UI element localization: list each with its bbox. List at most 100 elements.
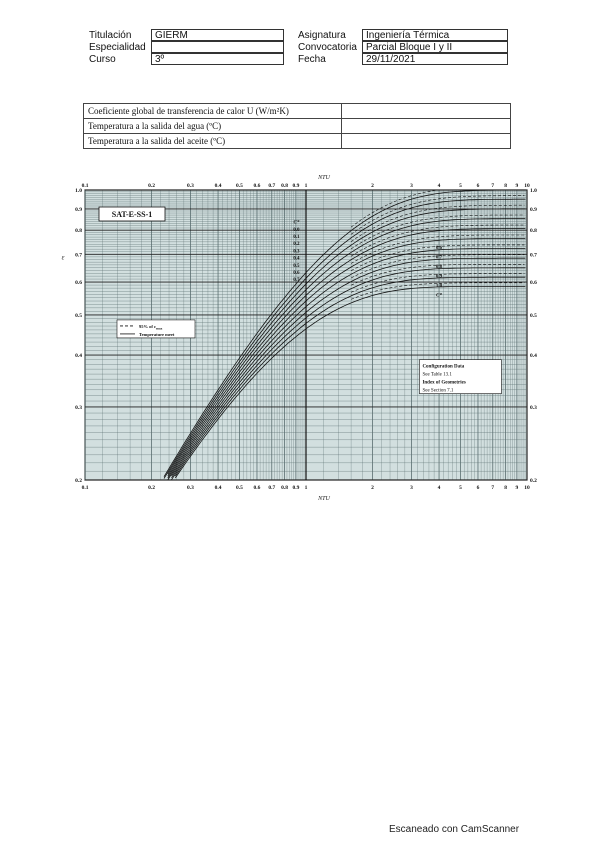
curve-label-left: C* (293, 221, 299, 226)
x-tick-label-bottom: 5 (459, 485, 462, 491)
series-dashed-0.2 (350, 204, 525, 242)
table-row: Temperatura a la salida del aceite (ºC) (83, 133, 511, 149)
y-tick-label-left: 0.9 (75, 207, 82, 213)
series-dashed-0.9 (350, 273, 525, 293)
y-tick-label-right: 0.5 (530, 313, 537, 319)
series-line-0.6 (171, 248, 526, 477)
x-tick-label-top: 0.3 (187, 183, 194, 189)
series-line-0.1 (163, 198, 526, 479)
x-axis-label-top: NTU (317, 175, 330, 181)
series-dashed-0.0 (350, 190, 436, 228)
curso-label: Curso (89, 54, 116, 65)
x-tick-label-top: 0.9 (292, 183, 299, 189)
x-tick-label-bottom: 0.4 (215, 485, 222, 491)
curve-label-left: 0.3 (293, 249, 300, 254)
y-tick-label-right: 0.4 (530, 353, 537, 359)
y-tick-label-left: 0.8 (75, 228, 82, 234)
series-dashed-0.6 (350, 244, 525, 271)
series-line-0.8 (171, 267, 526, 480)
series-dashed-0.3 (350, 214, 525, 250)
table-row: Coeficiente global de transferencia de c… (83, 103, 511, 119)
series-line-0.0 (163, 189, 526, 477)
curve-label-right: C* (436, 294, 442, 299)
fecha-label: Fecha (298, 54, 326, 65)
series-line-0.5 (167, 238, 526, 481)
legend-dashed-sub: max (156, 326, 163, 330)
y-tick-label-right: 1.0 (530, 188, 537, 194)
curve-label-right: 1.0 (436, 284, 443, 289)
answer-cell[interactable] (341, 118, 511, 134)
y-axis-label: ε (62, 253, 65, 261)
curve-label-left: 0.0 (293, 228, 300, 233)
asignatura-value: Ingeniería Térmica (362, 29, 508, 41)
curve-label-right: 0.8 (436, 265, 443, 270)
curve-label-right: 0.6 (436, 246, 443, 251)
y-tick-label-right: 0.9 (530, 207, 537, 213)
question-cell: Temperatura a la salida del agua (ºC) (83, 118, 342, 134)
x-tick-label-bottom: 10 (524, 485, 530, 491)
series-dashed-0.4 (350, 224, 525, 257)
series-line-1.0 (174, 286, 526, 479)
x-tick-label-bottom: 9 (516, 485, 519, 491)
fecha-value: 29/11/2021 (362, 53, 508, 65)
titulacion-value: GIERM (151, 29, 284, 41)
curve-label-right: 0.9 (436, 275, 443, 280)
x-tick-label-bottom: 0.6 (254, 485, 261, 491)
answer-cell[interactable] (341, 103, 511, 119)
config-info-line: See Table 13.1 (422, 373, 452, 378)
x-tick-label-top: 1 (305, 183, 308, 189)
series-line-0.3 (167, 218, 526, 477)
x-tick-label-bottom: 0.1 (82, 485, 89, 491)
curve-label-left: 0.1 (293, 235, 300, 240)
y-tick-label-right: 0.6 (530, 280, 537, 286)
config-info-line: See Section 7.1 (422, 389, 453, 394)
config-info-box (419, 359, 502, 394)
scanner-watermark: Escaneado con CamScanner (389, 824, 520, 835)
legend-dashed-label: 95% of εmax (139, 324, 163, 331)
series-line-0.7 (171, 257, 526, 479)
question-cell: Coeficiente global de transferencia de c… (83, 103, 342, 119)
y-tick-label-left: 0.5 (75, 313, 82, 319)
y-tick-label-left: 0.2 (75, 478, 82, 484)
y-tick-label-right: 0.2 (530, 478, 537, 484)
titulacion-label: Titulación (89, 30, 132, 41)
curso-value: 3º (151, 53, 284, 65)
series-line-0.9 (174, 276, 526, 477)
x-tick-label-top: 8 (504, 183, 507, 189)
curve-label-left: 0.2 (293, 242, 300, 247)
convocatoria-label: Convocatoria (298, 42, 357, 53)
y-tick-label-left: 0.3 (75, 405, 82, 411)
config-info-line: Index of Geometries (422, 381, 465, 386)
x-tick-label-bottom: 1 (305, 485, 308, 491)
question-cell: Temperatura a la salida del aceite (ºC) (83, 133, 342, 149)
x-tick-label-bottom: 0.8 (281, 485, 288, 491)
x-tick-label-top: 3 (410, 183, 413, 189)
chart-title: SAT-E-SS-1 (112, 210, 152, 219)
series-line-0.4 (167, 228, 526, 479)
answers-table: Coeficiente global de transferencia de c… (83, 103, 511, 149)
x-tick-label-top: 0.6 (254, 183, 261, 189)
curve-label-left: 0.4 (293, 257, 300, 262)
chart-title-box (98, 206, 166, 222)
y-tick-label-right: 0.7 (530, 252, 537, 258)
asignatura-label: Asignatura (298, 30, 346, 41)
x-tick-label-bottom: 0.2 (148, 485, 155, 491)
table-row: Temperatura a la salida del agua (ºC) (83, 118, 511, 134)
x-tick-label-top: 7 (491, 183, 494, 189)
y-tick-label-left: 0.7 (75, 252, 82, 258)
x-tick-label-top: 6 (477, 183, 480, 189)
especialidad-value (151, 41, 284, 53)
x-tick-label-bottom: 7 (491, 485, 494, 491)
y-tick-label-left: 1.0 (75, 188, 82, 194)
especialidad-label: Especialidad (89, 42, 146, 53)
x-tick-label-bottom: 8 (504, 485, 507, 491)
x-axis-label-bottom: NTU (317, 496, 330, 502)
series-dashed-0.8 (350, 264, 525, 286)
y-tick-label-right: 0.3 (530, 405, 537, 411)
x-tick-label-top: 0.8 (281, 183, 288, 189)
curve-label-right: 0.7 (436, 256, 443, 261)
series-dashed-1.0 (350, 282, 525, 300)
x-tick-label-bottom: 0.3 (187, 485, 194, 491)
answer-cell[interactable] (341, 133, 511, 149)
x-tick-label-top: 0.7 (268, 183, 275, 189)
